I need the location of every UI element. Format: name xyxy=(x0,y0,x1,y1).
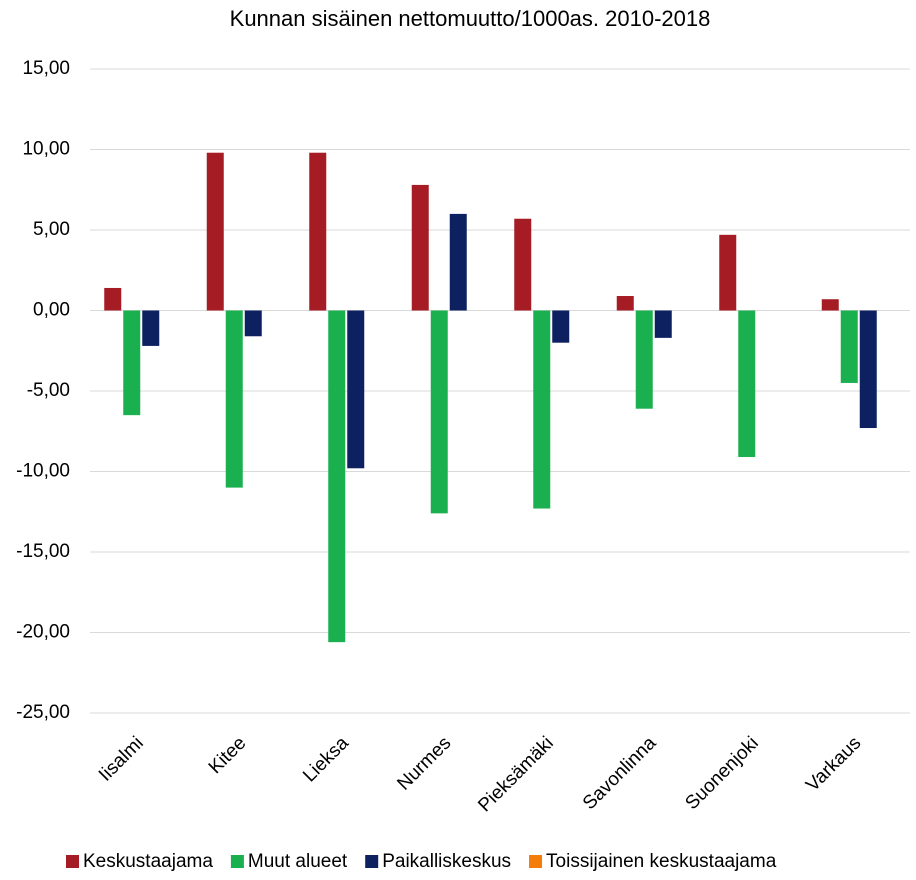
legend-label: Toissijainen keskustaajama xyxy=(546,851,777,872)
legend-swatch xyxy=(529,855,543,868)
bar xyxy=(552,310,570,343)
bar xyxy=(738,310,756,458)
y-tick-label: 0,00 xyxy=(33,300,70,321)
bar xyxy=(859,310,877,429)
bar xyxy=(123,310,141,416)
bar xyxy=(533,310,551,509)
x-tick-label: Kitee xyxy=(205,733,250,778)
legend-swatch xyxy=(66,855,79,868)
legend-label: Paikalliskeskus xyxy=(382,851,511,872)
bar xyxy=(616,296,634,311)
y-tick-label: -10,00 xyxy=(16,461,70,482)
bar xyxy=(514,218,532,311)
x-tick-label: Nurmes xyxy=(393,733,455,795)
bar xyxy=(328,310,346,643)
x-tick-label: Lieksa xyxy=(299,732,353,786)
bar xyxy=(719,234,737,311)
bar xyxy=(225,310,243,488)
bar xyxy=(206,152,224,311)
legend-swatch xyxy=(365,855,379,868)
bar xyxy=(840,310,858,383)
y-tick-label: -25,00 xyxy=(16,702,70,723)
y-tick-label: -5,00 xyxy=(27,380,70,401)
chart-title: Kunnan sisäinen nettomuutto/1000as. 2010… xyxy=(230,6,711,31)
y-tick-label: -15,00 xyxy=(16,541,70,562)
x-tick-label: Suonenjoki xyxy=(681,733,762,814)
bar xyxy=(104,287,122,311)
bar xyxy=(430,310,448,514)
legend-label: Keskustaajama xyxy=(83,851,213,872)
legend-label: Muut alueet xyxy=(248,851,348,872)
y-tick-label: 10,00 xyxy=(22,139,70,160)
x-tick-label: Varkaus xyxy=(802,733,865,796)
x-tick-label: Iisalmi xyxy=(95,733,148,786)
legend-swatch xyxy=(230,855,244,868)
bar xyxy=(821,299,839,311)
bar xyxy=(309,152,327,311)
bar xyxy=(635,310,653,409)
bar xyxy=(347,310,365,469)
y-tick-label: -20,00 xyxy=(16,622,70,643)
bar xyxy=(449,213,467,311)
bar xyxy=(244,310,262,337)
bar xyxy=(654,310,672,338)
y-tick-label: 5,00 xyxy=(33,219,70,240)
bar xyxy=(142,310,160,346)
y-tick-label: 15,00 xyxy=(22,58,70,79)
bar xyxy=(411,184,429,311)
x-tick-label: Pieksämäki xyxy=(474,733,558,817)
x-tick-label: Savonlinna xyxy=(579,732,661,814)
